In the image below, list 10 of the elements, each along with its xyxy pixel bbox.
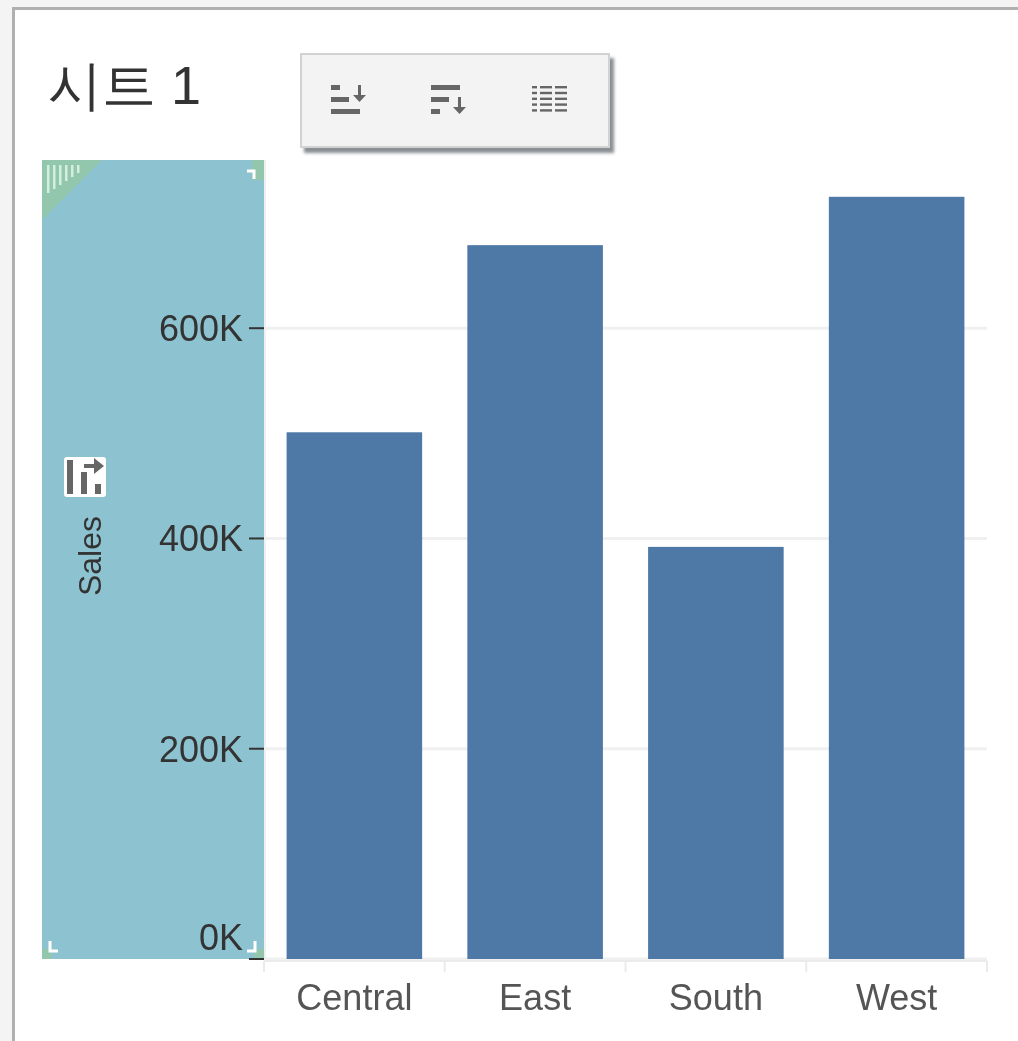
y-axis-title: Sales (72, 515, 108, 597)
y-tick-label: 0K (198, 916, 243, 958)
x-tick-label: West (855, 976, 938, 1018)
y-tick-label: 400K (158, 517, 243, 559)
y-tick-label: 200K (158, 728, 243, 770)
x-tick-label: Central (296, 976, 413, 1018)
y-tick-label: 600K (158, 307, 243, 349)
chart-title: 시트 1 (48, 55, 202, 115)
x-tick-label: South (668, 976, 763, 1018)
x-tick-label: East (499, 976, 572, 1018)
